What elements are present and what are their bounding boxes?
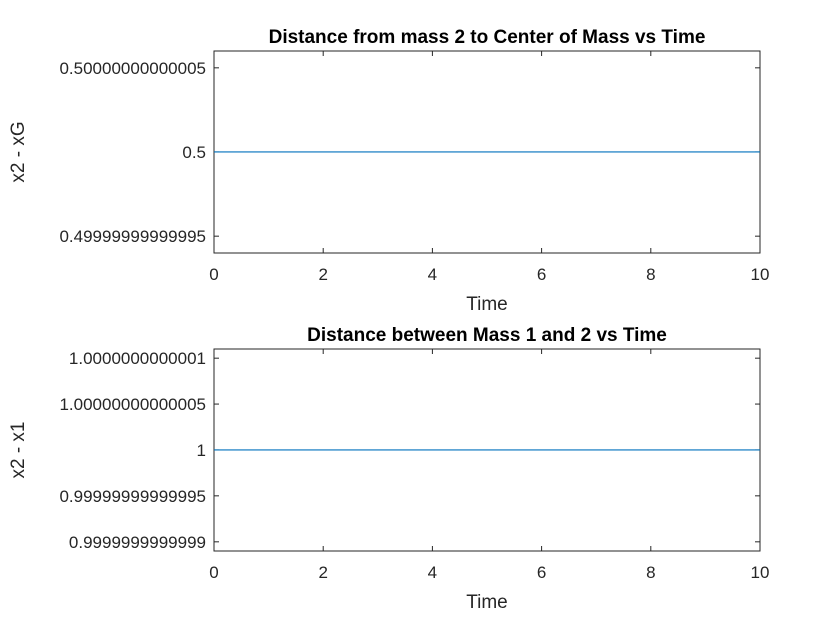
x-tick-label: 0	[209, 563, 218, 582]
x-axis-label: Time	[466, 592, 508, 613]
y-tick-label: 0.99999999999995	[59, 487, 206, 506]
x-tick-label: 8	[646, 563, 655, 582]
x-tick-label: 6	[537, 563, 546, 582]
subplot-distance-to-center-of-mass: Distance from mass 2 to Center of Mass v…	[8, 27, 769, 315]
y-axis-ticks: 0.49999999999995 0.5 0.50000000000005	[59, 59, 760, 246]
y-tick-label: 1.0000000000001	[69, 349, 206, 368]
x-tick-label: 10	[751, 563, 770, 582]
y-tick-label: 1	[197, 441, 206, 460]
x-tick-label: 4	[428, 265, 437, 284]
y-tick-label: 0.50000000000005	[59, 59, 206, 78]
x-axis-label: Time	[466, 294, 508, 315]
y-tick-label: 0.9999999999999	[69, 533, 206, 552]
x-tick-label: 0	[209, 265, 218, 284]
x-tick-label: 4	[428, 563, 437, 582]
chart-title: Distance from mass 2 to Center of Mass v…	[269, 27, 706, 48]
x-tick-label: 2	[318, 265, 327, 284]
x-axis-ticks: 0 2 4 6 8 10	[209, 51, 769, 284]
y-axis-label: x2 - xG	[8, 121, 29, 182]
x-tick-label: 2	[318, 563, 327, 582]
y-tick-label: 0.49999999999995	[59, 227, 206, 246]
x-tick-label: 8	[646, 265, 655, 284]
chart-title: Distance between Mass 1 and 2 vs Time	[307, 325, 667, 346]
x-axis-ticks: 0 2 4 6 8 10	[209, 349, 769, 582]
x-tick-label: 6	[537, 265, 546, 284]
y-tick-label: 0.5	[182, 143, 206, 162]
subplot-distance-between-masses: Distance between Mass 1 and 2 vs Time 0 2…	[8, 325, 769, 613]
y-tick-label: 1.00000000000005	[59, 395, 206, 414]
y-axis-label: x2 - x1	[8, 421, 29, 478]
x-tick-label: 10	[751, 265, 770, 284]
y-axis-ticks: 0.9999999999999 0.99999999999995 1 1.000000…	[59, 349, 760, 552]
